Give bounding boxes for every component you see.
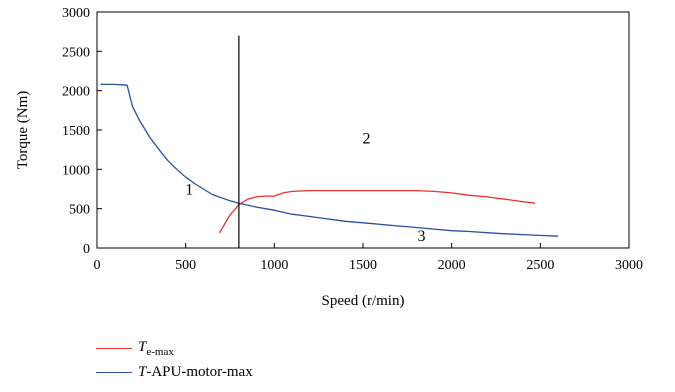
y-tick-label: 2500: [62, 45, 90, 60]
y-axis-title: Torque (Nm): [15, 91, 31, 170]
y-tick-label: 1000: [62, 163, 90, 178]
x-tick-label: 1000: [260, 258, 288, 273]
legend-item-apu-motor-max: T-APU-motor-max: [96, 360, 253, 384]
torque-speed-chart: 0 500 1000 1500 2000 2500 3000 0 500 1000 1500 2000…: [15, 6, 643, 309]
region-label-3: 3: [418, 228, 426, 245]
y-tick-label: 2000: [62, 85, 90, 100]
y-tick-label: 0: [83, 242, 90, 257]
legend-item-te-max: Te-max: [96, 336, 253, 360]
x-tick-label: 0: [94, 258, 101, 273]
series-line-apu-motor-max: [100, 83, 559, 237]
legend-rest-apu-motor-max: -APU-motor-max: [146, 363, 253, 380]
x-axis-title: Speed (r/min): [322, 293, 405, 309]
y-tick-label: 500: [69, 203, 90, 218]
series-lines: [100, 83, 559, 237]
legend-label-apu-motor-max: T-APU-motor-max: [138, 364, 253, 381]
legend-main-apu-motor-max: T: [138, 363, 147, 380]
series-line-te-max: [218, 189, 536, 234]
legend-main-te-max: T: [138, 338, 147, 355]
axis-ticks: 0 500 1000 1500 2000 2500 3000 0 500 1000 1500 2000…: [62, 6, 643, 273]
legend: Te-max T-APU-motor-max: [96, 336, 253, 384]
x-tick-label: 500: [175, 258, 196, 273]
x-tick-label: 2500: [526, 258, 554, 273]
x-tick-label: 2000: [438, 258, 466, 273]
region-labels: 1 2 3: [185, 130, 425, 245]
y-tick-label: 3000: [62, 6, 90, 21]
legend-label-te-max: Te-max: [138, 339, 174, 358]
x-tick-label: 1500: [349, 258, 377, 273]
legend-swatch-apu-motor-max: [96, 371, 132, 373]
legend-sub-te-max: e-max: [146, 345, 174, 358]
region-label-1: 1: [185, 182, 193, 199]
region-label-2: 2: [363, 130, 371, 147]
y-tick-label: 1500: [62, 124, 90, 139]
x-tick-label: 3000: [615, 258, 643, 273]
legend-swatch-te-max: [96, 347, 132, 349]
